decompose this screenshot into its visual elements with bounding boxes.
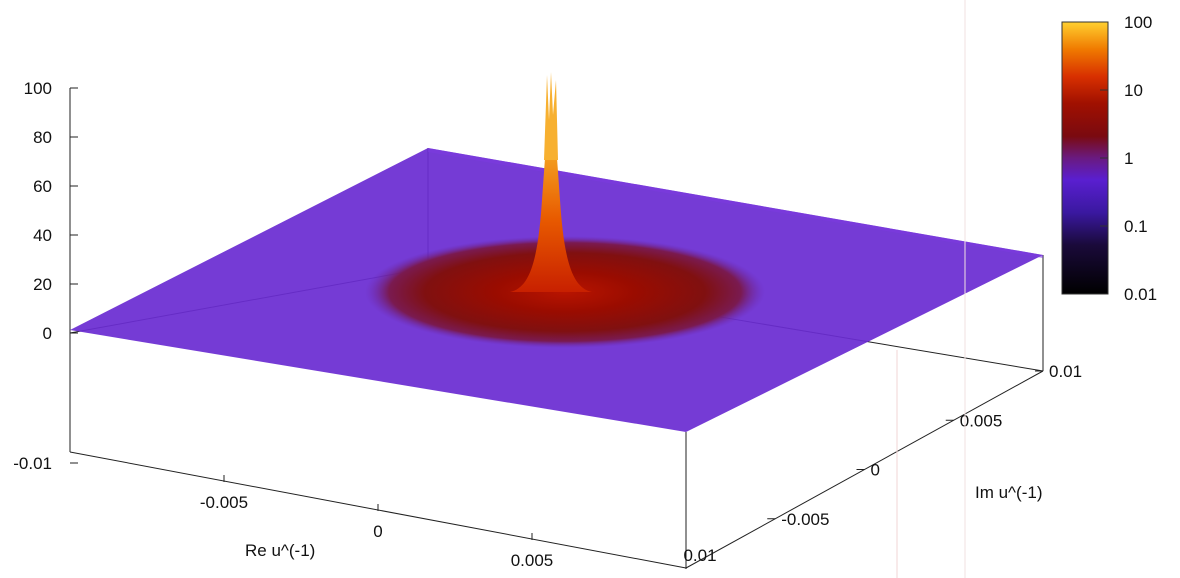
y-corner-label: 0.01 bbox=[683, 546, 716, 565]
y-tick-label: -0.005 bbox=[781, 510, 829, 529]
x-tick-label: 0.005 bbox=[511, 551, 554, 570]
x-tick-label: -0.005 bbox=[200, 493, 248, 512]
y-tick-label: 0 bbox=[871, 461, 880, 480]
z-tick-label: 40 bbox=[33, 226, 52, 245]
x-axis-label: Re u^(-1) bbox=[245, 541, 315, 560]
colorbar-tick-label: 100 bbox=[1124, 13, 1152, 32]
z-tick-label: 80 bbox=[33, 128, 52, 147]
colorbar-tick-label: 10 bbox=[1124, 81, 1143, 100]
axis-ticks: 100 80 60 40 20 0 -0.01 -0.005 0 0.005 0.01 -0.005 0… bbox=[13, 79, 1082, 570]
spike-tip bbox=[544, 72, 558, 160]
z-tick-label: 0 bbox=[43, 324, 52, 343]
spike-base bbox=[510, 130, 592, 292]
colorbar-ticks: 100 10 1 0.1 0.01 bbox=[1100, 13, 1157, 304]
colorbar: 100 10 1 0.1 0.01 bbox=[1061, 13, 1157, 304]
z-tick-label: 100 bbox=[24, 79, 52, 98]
z-tick-label: 60 bbox=[33, 177, 52, 196]
y-tick-label: 0.01 bbox=[1049, 362, 1082, 381]
y-tick-label: 0.005 bbox=[960, 411, 1003, 430]
y-axis-label: Im u^(-1) bbox=[975, 483, 1042, 502]
x-tick-label: 0 bbox=[373, 522, 382, 541]
z-tick-label: -0.01 bbox=[13, 454, 52, 473]
z-tick-label: 20 bbox=[33, 275, 52, 294]
colorbar-tick-label: 1 bbox=[1124, 149, 1133, 168]
surface-edge bbox=[428, 148, 1043, 258]
colorbar-tick-label: 0.1 bbox=[1124, 217, 1148, 236]
peak-spike bbox=[510, 72, 592, 292]
colorbar-tick-label: 0.01 bbox=[1124, 285, 1157, 304]
